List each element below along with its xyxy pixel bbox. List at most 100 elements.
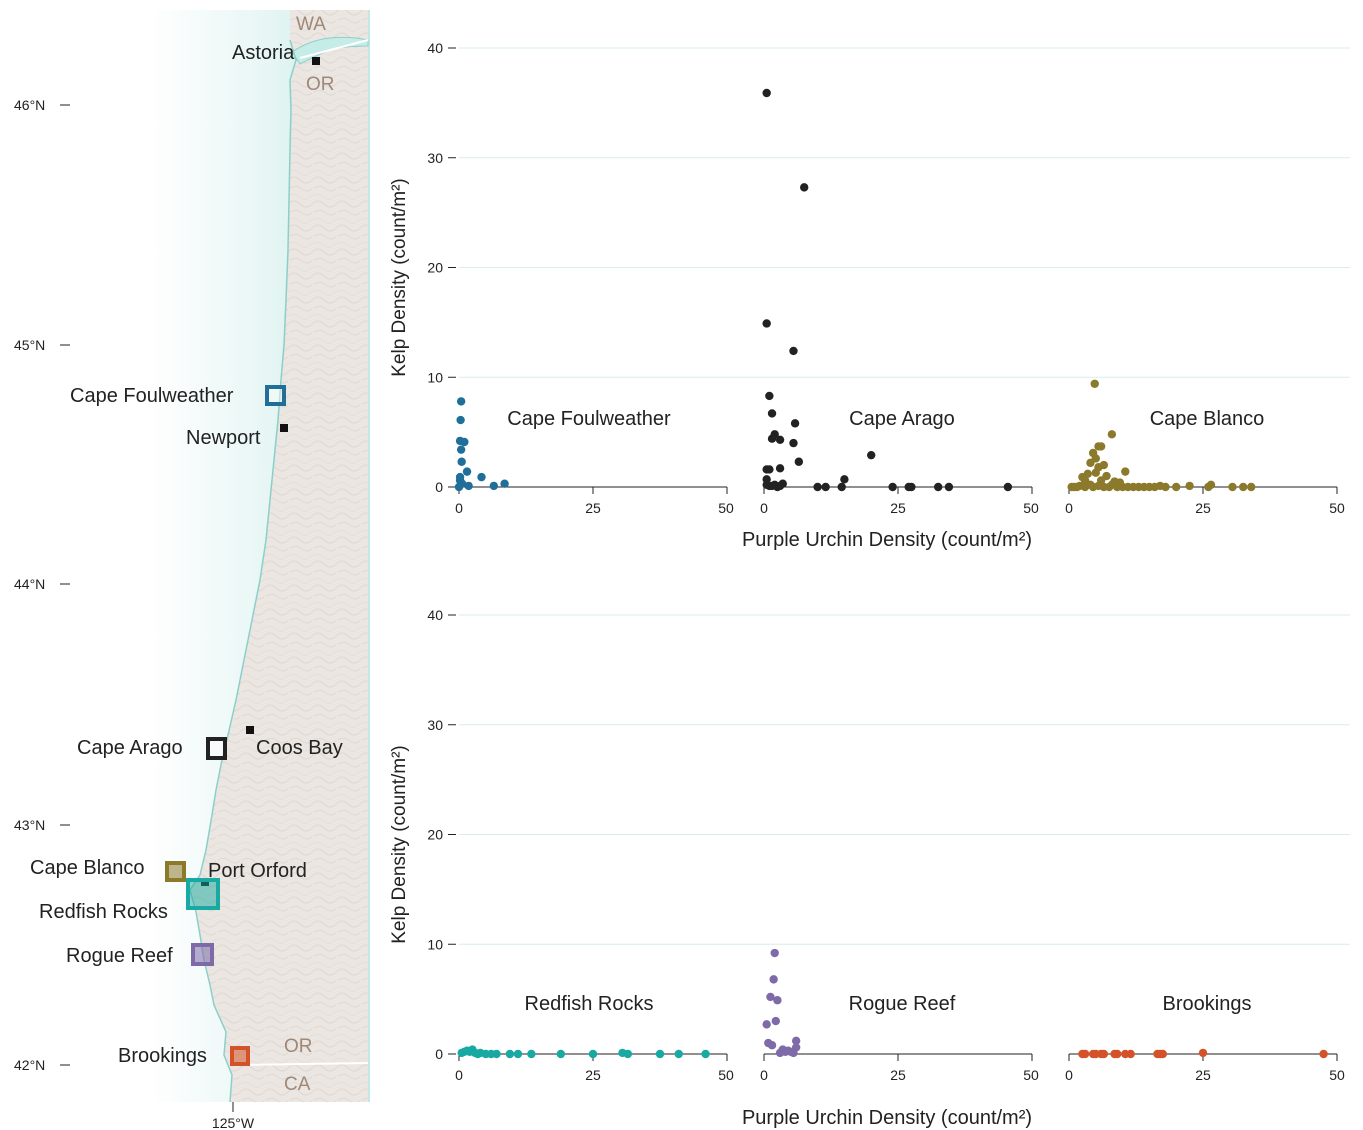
data-point (482, 1050, 490, 1058)
data-point (457, 445, 465, 453)
data-point (771, 949, 779, 957)
data-point (456, 476, 464, 484)
data-point (1084, 470, 1092, 478)
data-point (1100, 483, 1108, 491)
data-point (457, 1049, 465, 1057)
data-point (1004, 483, 1012, 491)
data-point (776, 1049, 784, 1057)
x-tick-label: 50 (718, 500, 734, 516)
data-point (888, 483, 896, 491)
data-point (1097, 1050, 1105, 1058)
data-point (1067, 483, 1075, 491)
data-point (769, 975, 777, 983)
y-tick-label: 0 (435, 479, 443, 495)
data-point (1105, 483, 1113, 491)
town-marker-newport (280, 424, 288, 432)
x-tick-label: 0 (760, 500, 768, 516)
data-point (1100, 1050, 1108, 1058)
data-point (765, 392, 773, 400)
data-point (795, 458, 803, 466)
lon-label-125: 125°W (212, 1115, 255, 1130)
data-point (1110, 1050, 1118, 1058)
panel-redfish-rocks: 0 25 50 Redfish Rocks (455, 993, 734, 1083)
town-label-newport: Newport (186, 427, 261, 449)
data-point (1121, 467, 1129, 475)
data-point (1113, 483, 1121, 491)
data-point (1185, 482, 1193, 490)
panel-title: Brookings (1163, 993, 1252, 1015)
panel-brookings: 0 25 50Brookings (1065, 993, 1345, 1083)
data-point (1134, 483, 1142, 491)
state-label-ca: CA (284, 1074, 311, 1095)
data-point (945, 483, 953, 491)
data-point (1156, 1050, 1164, 1058)
data-point (675, 1050, 683, 1058)
site-label-cape-arago: Cape Arago (77, 737, 183, 759)
data-point (1151, 483, 1159, 491)
x-tick-label: 0 (455, 500, 463, 516)
data-point (460, 1048, 468, 1056)
site-label-cape-foulweather: Cape Foulweather (70, 385, 234, 407)
data-point (1094, 442, 1102, 450)
data-point (1078, 473, 1086, 481)
site-label-rogue-reef: Rogue Reef (66, 945, 173, 967)
data-point (458, 480, 466, 488)
data-point (762, 89, 770, 97)
data-point (557, 1050, 565, 1058)
data-point (1129, 483, 1137, 491)
site-marker-cape-foulweather (267, 387, 284, 404)
data-point (1172, 483, 1180, 491)
x-tick-label: 50 (1329, 1067, 1345, 1083)
data-point (1094, 463, 1102, 471)
data-point (1089, 1050, 1097, 1058)
panel-rogue-reef: 0 25 50 Rogue Reef (760, 949, 1039, 1083)
data-point (800, 183, 808, 191)
data-point (768, 482, 776, 490)
data-point (1097, 476, 1105, 484)
data-point (1108, 481, 1116, 489)
data-point (589, 1050, 597, 1058)
data-point (457, 397, 465, 405)
data-point (618, 1049, 626, 1057)
data-point (1161, 483, 1169, 491)
lat-label-46: 46°N (14, 97, 45, 113)
data-point (781, 1048, 789, 1056)
site-marker-rogue-reef (193, 945, 212, 964)
site-marker-cape-arago (208, 739, 225, 758)
data-point (773, 996, 781, 1004)
town-label-port-orford: Port Orford (208, 860, 307, 882)
panel-title: Cape Arago (849, 408, 955, 430)
data-point (476, 1049, 484, 1057)
data-point (456, 416, 464, 424)
town-label-coos-bay: Coos Bay (256, 737, 343, 759)
data-point (474, 1050, 482, 1058)
data-point (1140, 483, 1148, 491)
data-point (1076, 482, 1084, 490)
x-tick-label: 25 (890, 1067, 906, 1083)
panel-title: Cape Foulweather (507, 408, 671, 430)
data-point (1078, 1050, 1086, 1058)
site-marker-redfish-rocks (188, 880, 218, 908)
data-point (765, 482, 773, 490)
data-point (1121, 1050, 1129, 1058)
data-point (772, 1017, 780, 1025)
data-point (907, 483, 915, 491)
data-point (468, 1045, 476, 1053)
data-point (787, 1048, 795, 1056)
data-point (1091, 380, 1099, 388)
site-label-redfish-rocks: Redfish Rocks (39, 901, 168, 923)
data-point (1124, 483, 1132, 491)
x-tick-label: 0 (760, 1067, 768, 1083)
town-label-astoria: Astoria (232, 42, 295, 64)
y-tick-label: 10 (427, 936, 443, 952)
data-point (1145, 483, 1153, 491)
data-point (1108, 430, 1116, 438)
x-tick-label: 25 (585, 500, 601, 516)
data-point (1092, 469, 1100, 477)
panel-title: Redfish Rocks (525, 993, 654, 1015)
data-point (838, 483, 846, 491)
data-point (779, 1045, 787, 1053)
data-point (1086, 459, 1094, 467)
y-tick-label: 40 (427, 40, 443, 56)
data-point (779, 480, 787, 488)
